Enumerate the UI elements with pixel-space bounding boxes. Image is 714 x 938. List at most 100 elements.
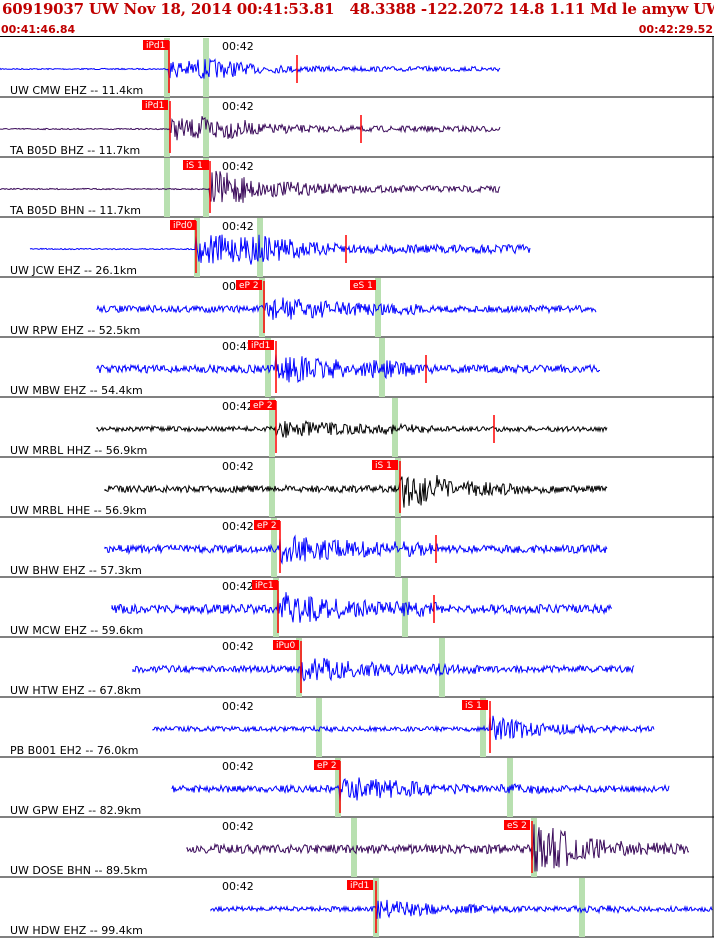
minute-label: 00:42 bbox=[222, 220, 254, 233]
station-row: 00:42 iS 1 UW MRBL HHE -- 56.9km bbox=[0, 457, 714, 518]
p-arrival-band bbox=[271, 518, 277, 577]
pick-label-box bbox=[462, 700, 488, 710]
station-label: UW MRBL HHE -- 56.9km bbox=[10, 504, 147, 517]
pick-label: eP 2 bbox=[239, 281, 259, 291]
waveform-trace bbox=[210, 899, 713, 919]
event-header: 60919037 UW Nov 18, 2014 00:41:53.81 48.… bbox=[2, 0, 714, 18]
minute-label: 00:42 bbox=[222, 40, 254, 53]
station-label: PB B001 EH2 -- 76.0km bbox=[10, 744, 138, 757]
header-divider bbox=[0, 36, 714, 37]
station-row: 00:42 iS 1 PB B001 EH2 -- 76.0km bbox=[0, 697, 714, 758]
station-row: 00:42 eP 2 UW BHW EHZ -- 57.3km bbox=[0, 517, 714, 578]
pick-label-box bbox=[254, 520, 280, 530]
pick2-label: eS 1 bbox=[353, 281, 373, 291]
station-label: UW MCW EHZ -- 59.6km bbox=[10, 624, 143, 637]
window-end-time: 00:42:29.52 bbox=[638, 23, 713, 36]
station-row: 00:42 iPu0 UW HTW EHZ -- 67.8km bbox=[0, 637, 714, 698]
station-label: UW JCW EHZ -- 26.1km bbox=[10, 264, 137, 277]
station-row: 00:42 iPd0 UW JCW EHZ -- 26.1km bbox=[0, 217, 714, 278]
waveform-trace bbox=[0, 57, 501, 79]
minute-label: 00:42 bbox=[222, 640, 254, 653]
pick-label-box bbox=[252, 580, 278, 590]
pick-label-box bbox=[248, 340, 274, 350]
waveform-trace bbox=[132, 657, 635, 682]
station-row: 00:42 iPd1 UW HDW EHZ -- 99.4km bbox=[0, 877, 714, 938]
pick-label: iPu0 bbox=[276, 641, 295, 651]
waveform-trace bbox=[96, 353, 600, 384]
minute-label: 00:42 bbox=[222, 160, 254, 173]
p-arrival-band bbox=[164, 38, 170, 97]
minute-label: 00:42 bbox=[222, 880, 254, 893]
waveform-trace bbox=[29, 234, 531, 265]
pick-label: iPc1 bbox=[255, 581, 274, 591]
waveform-trace bbox=[96, 420, 608, 438]
pick-label-box bbox=[143, 40, 169, 50]
station-label: UW BHW EHZ -- 57.3km bbox=[10, 564, 142, 577]
waveform-trace bbox=[0, 116, 501, 141]
s-arrival-band bbox=[579, 878, 585, 937]
p-arrival-band bbox=[335, 758, 341, 817]
window-start-time: 00:41:46.84 bbox=[1, 23, 76, 36]
waveform-trace bbox=[111, 592, 613, 623]
station-row: 00:42 iPc1 UW MCW EHZ -- 59.6km bbox=[0, 577, 714, 638]
minute-label: 00:42 bbox=[222, 520, 254, 533]
pick-label-box bbox=[273, 640, 299, 650]
pick-label-box bbox=[372, 460, 398, 470]
pick-label: iS 1 bbox=[465, 701, 482, 711]
station-label: UW CMW EHZ -- 11.4km bbox=[10, 84, 143, 97]
pick-label-box bbox=[250, 400, 276, 410]
minute-label: 00:42 bbox=[222, 400, 254, 413]
station-label: UW MRBL HHZ -- 56.9km bbox=[10, 444, 147, 457]
pick-label: iPd1 bbox=[146, 41, 165, 51]
minute-label: 00:42 bbox=[222, 100, 254, 113]
station-label: UW RPW EHZ -- 52.5km bbox=[10, 324, 140, 337]
waveform-trace bbox=[96, 297, 597, 320]
pick-label-box bbox=[347, 880, 373, 890]
waveform-trace bbox=[104, 475, 608, 508]
waveform-trace bbox=[104, 534, 608, 565]
pick-label-box bbox=[236, 280, 262, 290]
s-arrival-band bbox=[395, 518, 401, 577]
pick-label-box bbox=[170, 220, 196, 230]
minute-label: 00:42 bbox=[222, 820, 254, 833]
station-row: 00:42 eS 2 UW DOSE BHN -- 89.5km bbox=[0, 817, 714, 878]
s-arrival-band bbox=[439, 638, 445, 697]
pick-label: iPd1 bbox=[350, 881, 369, 891]
s-arrival-band bbox=[375, 278, 381, 337]
pick-label: iS 1 bbox=[186, 161, 203, 171]
pick-label: eP 2 bbox=[257, 521, 277, 531]
p-arrival-band bbox=[259, 278, 265, 337]
pick-label: eS 2 bbox=[507, 821, 527, 831]
waveform-trace bbox=[152, 715, 655, 740]
pick-label: eP 2 bbox=[317, 761, 337, 771]
p-arrival-band bbox=[316, 698, 322, 757]
pick-label-box bbox=[183, 160, 209, 170]
pick-label: iS 1 bbox=[375, 461, 392, 471]
s-arrival-band bbox=[480, 698, 486, 757]
station-label: TA B05D BHN -- 11.7km bbox=[9, 204, 141, 217]
pick-label: eP 2 bbox=[253, 401, 273, 411]
station-label: TA B05D BHZ -- 11.7km bbox=[9, 144, 140, 157]
p-arrival-band bbox=[164, 98, 170, 157]
pick-label: iPd1 bbox=[145, 101, 164, 111]
station-label: UW HTW EHZ -- 67.8km bbox=[10, 684, 141, 697]
pick-label-box bbox=[314, 760, 340, 770]
pick-label-box bbox=[504, 820, 530, 830]
station-row: 00:42 eP 2 UW GPW EHZ -- 82.9km bbox=[0, 757, 714, 818]
station-label: UW DOSE BHN -- 89.5km bbox=[10, 864, 148, 877]
pick2-label-box bbox=[350, 280, 376, 290]
minute-label: 00:42 bbox=[222, 460, 254, 473]
station-label: UW HDW EHZ -- 99.4km bbox=[10, 924, 143, 937]
station-row: 00:42 iS 1 TA B05D BHN -- 11.7km bbox=[0, 157, 714, 218]
pick-label: iPd1 bbox=[251, 341, 270, 351]
minute-label: 00:42 bbox=[222, 700, 254, 713]
station-label: UW GPW EHZ -- 82.9km bbox=[10, 804, 141, 817]
p-arrival-band bbox=[164, 158, 170, 217]
p-arrival-band bbox=[351, 818, 357, 877]
minute-label: 00:42 bbox=[222, 340, 254, 353]
waveform-trace bbox=[171, 777, 670, 802]
